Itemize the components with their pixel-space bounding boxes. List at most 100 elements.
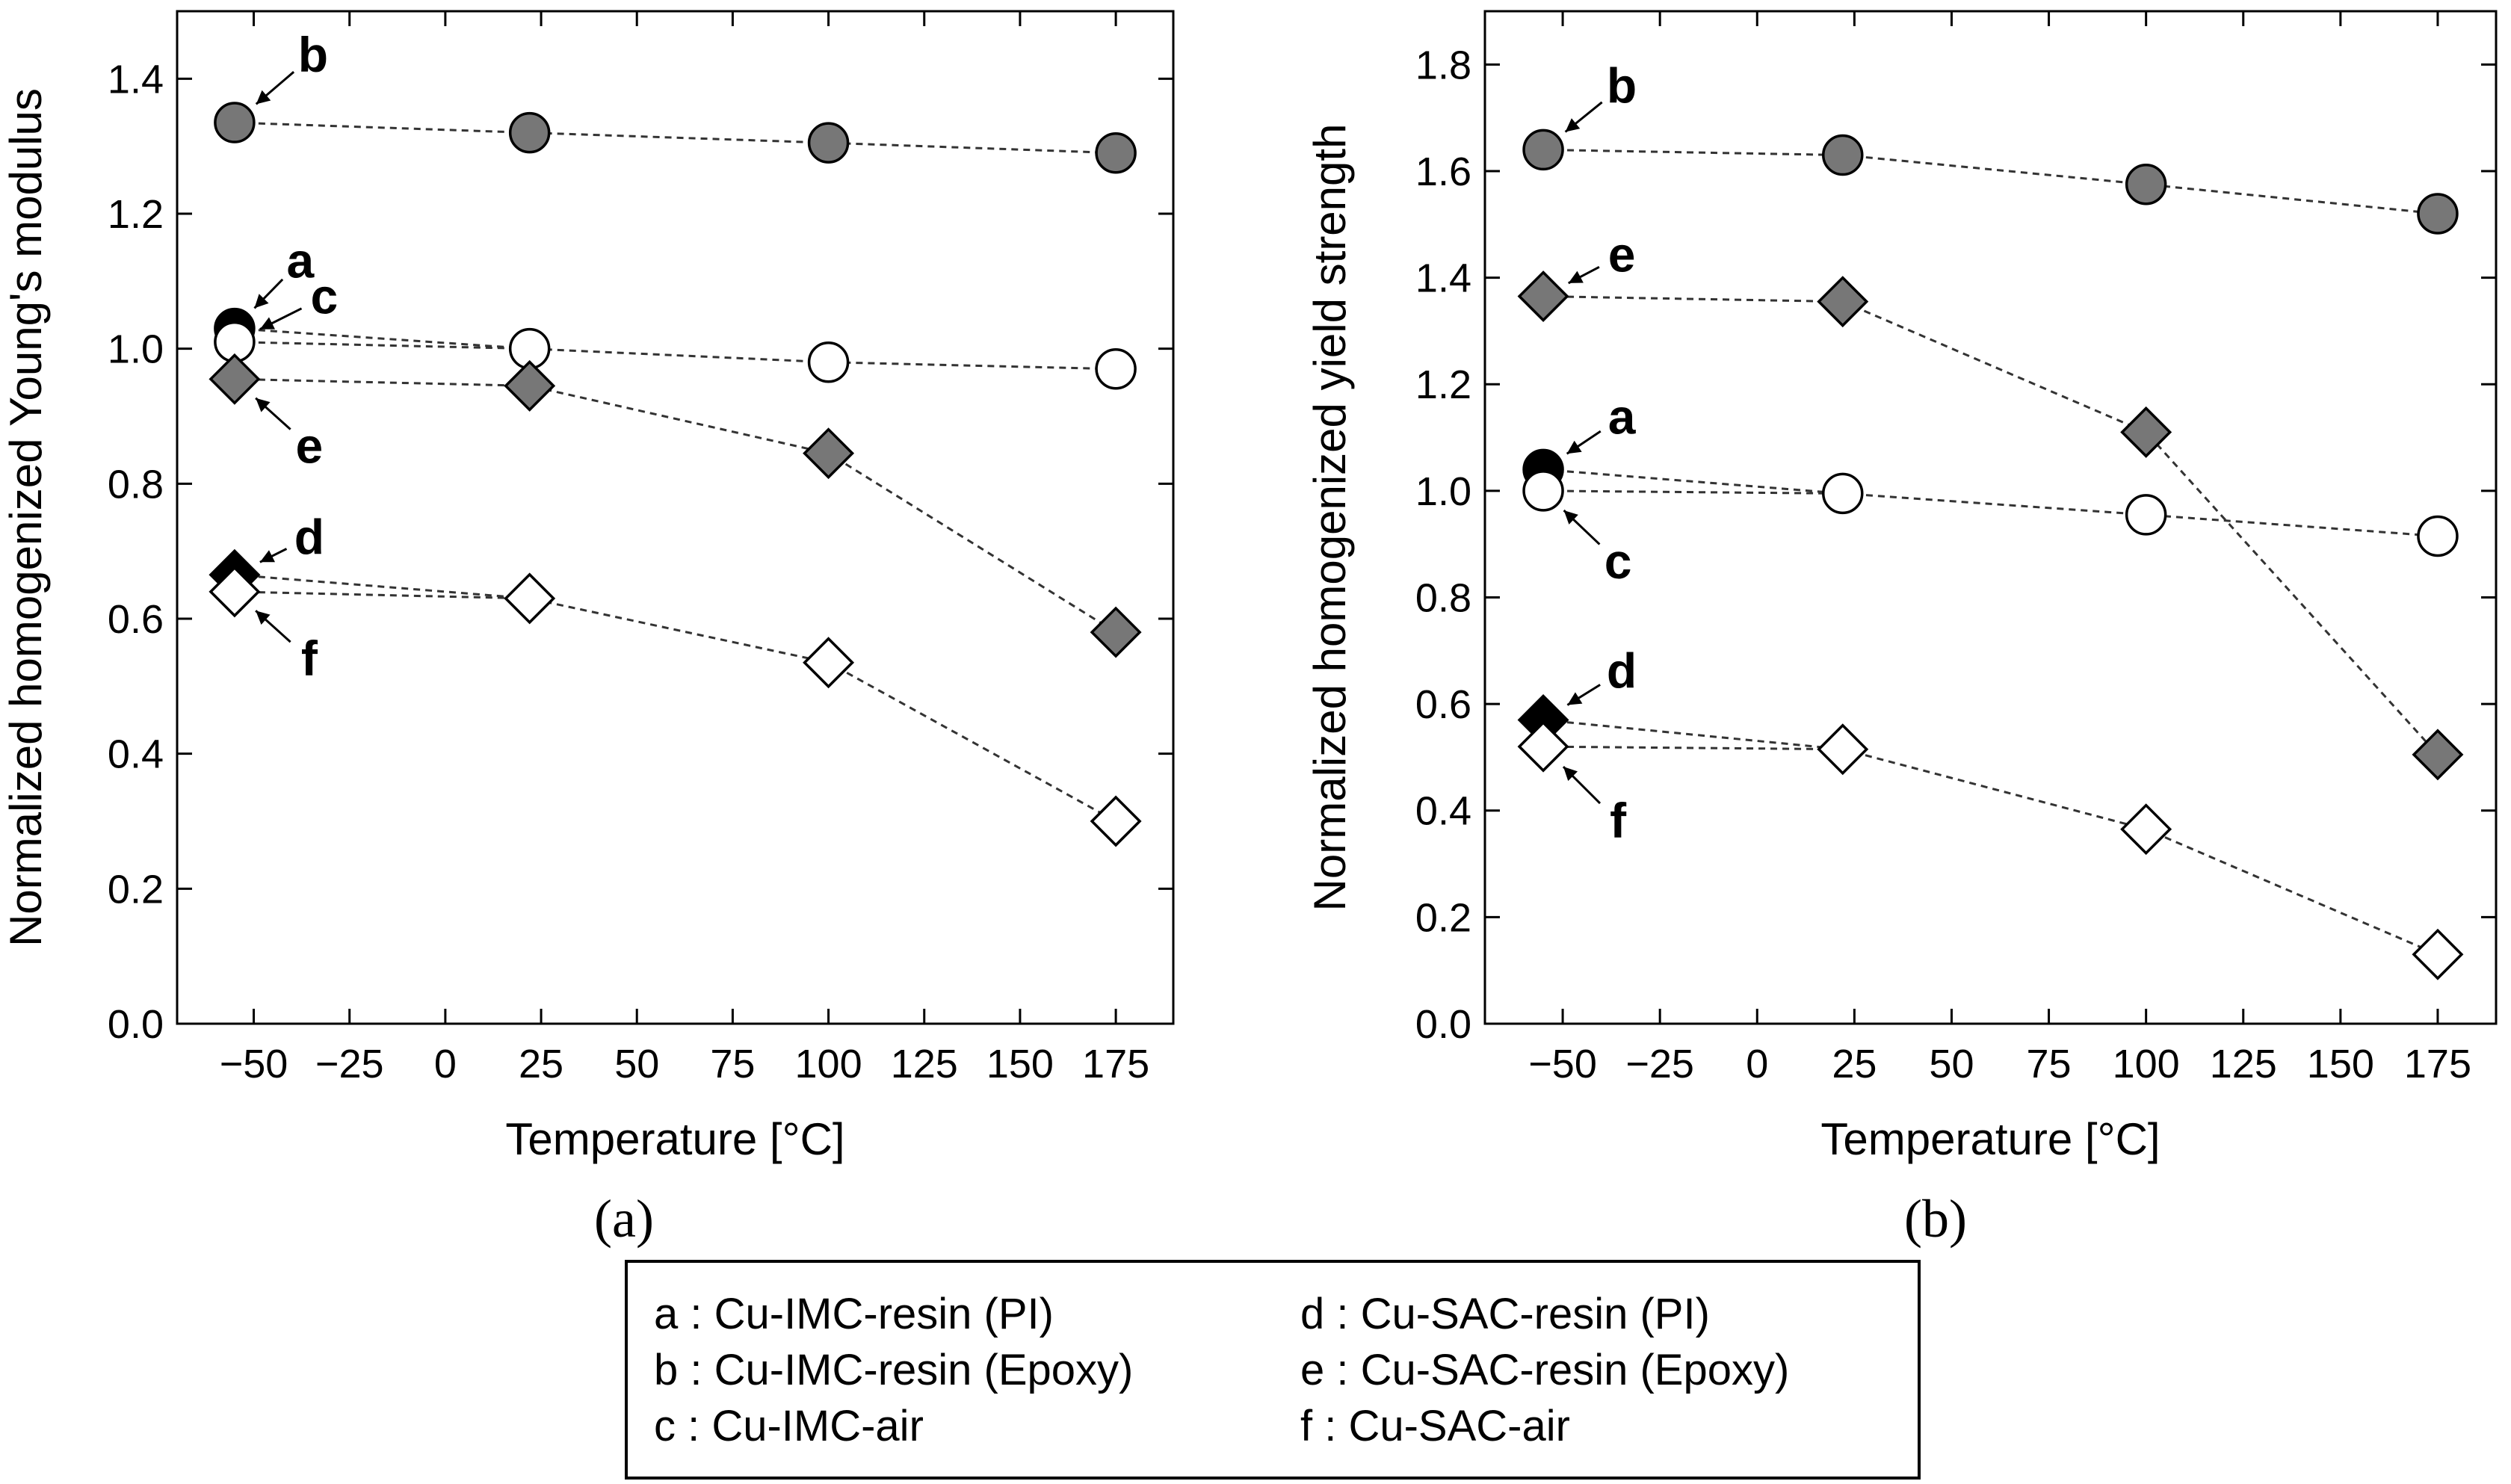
annotation-arrowhead (259, 317, 276, 330)
annotation-arrowhead (1565, 118, 1581, 132)
point-f (2120, 803, 2172, 856)
legend-items: a : Cu-IMC-resin (PI) d : Cu-SAC-resin (P… (654, 1290, 1789, 1450)
x-tick-label: 125 (891, 1042, 958, 1086)
annotation-c: c (259, 269, 339, 330)
annotation-arrowhead (254, 294, 269, 309)
x-tick-label: −50 (220, 1042, 288, 1086)
point-f (1090, 795, 1142, 847)
annotation-label: f (301, 631, 318, 686)
x-tick-label: 50 (614, 1042, 659, 1086)
point-e (209, 353, 261, 405)
legend-label: Cu-IMC-air (711, 1402, 924, 1450)
panel-b-yield-strength: −50 −25 0 25 50 75 100 125 150 175 0.0 0.2 0.4 0.6 0.8… (1305, 10, 2498, 1249)
annotation-arrowhead (1567, 692, 1583, 705)
y-tick-label: 0.4 (1415, 789, 1471, 834)
y-tick-label: 1.0 (108, 327, 164, 372)
legend-entry-d: d : Cu-SAC-resin (PI) (1300, 1290, 1710, 1338)
point-c (1522, 470, 1564, 512)
annotation-e: e (255, 397, 324, 473)
point-f (2412, 928, 2464, 980)
x-tick-label: 75 (710, 1042, 755, 1086)
y-tick-label: 0.6 (1415, 682, 1471, 727)
legend-key: b : (654, 1346, 714, 1394)
annotation-arrowhead (256, 398, 271, 412)
annotation-label: b (1607, 58, 1637, 113)
plot-frame (1483, 10, 2498, 1025)
point-f (803, 637, 855, 689)
point-e (803, 427, 855, 480)
y-tick-label: 0.4 (108, 732, 164, 777)
y-axis-label: Normalized homogenized Young's modulus (1, 88, 51, 947)
point-e (504, 359, 556, 412)
legend-entry-f: f : Cu-SAC-air (1300, 1402, 1570, 1450)
point-c (2417, 515, 2459, 557)
annotation-label: c (311, 269, 339, 324)
series-line-b (1543, 148, 2439, 215)
y-tick-label: 1.4 (108, 57, 164, 102)
legend-entry-a: a : Cu-IMC-resin (PI) (654, 1290, 1054, 1338)
point-e (1090, 606, 1142, 658)
x-tick-label: 150 (2307, 1042, 2374, 1086)
legend-label: Cu-SAC-resin (PI) (1361, 1290, 1710, 1338)
point-e (2412, 729, 2464, 781)
y-tick-label: 1.2 (108, 192, 164, 237)
point-e (2120, 406, 2172, 458)
legend-entry-b: b : Cu-IMC-resin (Epoxy) (654, 1346, 1133, 1394)
x-tick-label: 175 (1082, 1042, 1149, 1086)
point-c (807, 341, 850, 383)
point-b (1822, 134, 1864, 176)
y-tick-label: 0.0 (1415, 1002, 1471, 1047)
y-tick-label: 0.8 (1415, 575, 1471, 620)
series-line-d (234, 573, 530, 600)
legend-entry-e: e : Cu-SAC-resin (Epoxy) (1300, 1346, 1789, 1394)
point-b (807, 122, 850, 164)
point-f (209, 566, 261, 618)
point-b (2125, 164, 2167, 205)
series-line-b (234, 121, 1116, 155)
point-e (1817, 276, 1869, 328)
y-tick-label: 1.8 (1415, 43, 1471, 87)
legend-entry-c: c : Cu-IMC-air (654, 1402, 924, 1450)
y-tick-label: 0.8 (108, 462, 164, 507)
annotation-label: a (1608, 389, 1637, 444)
series-line-f (234, 590, 1116, 823)
annotation-arrowhead (259, 550, 276, 563)
annotation-c: c (1563, 509, 1631, 589)
plot-frame (176, 10, 1175, 1025)
x-axis-label: Temperature [°C] (1820, 1114, 2160, 1164)
x-tick-label: 175 (2404, 1042, 2471, 1086)
point-e (1517, 270, 1569, 323)
annotation-label: b (298, 27, 328, 82)
point-f (504, 572, 556, 625)
point-b (508, 111, 551, 154)
y-tick-label: 0.2 (108, 867, 164, 912)
legend-key: e : (1300, 1346, 1361, 1394)
x-tick-label: 25 (1832, 1042, 1877, 1086)
annotation-arrowhead (1563, 767, 1578, 782)
y-tick-label: 1.4 (1415, 256, 1471, 301)
annotation-f: f (1562, 765, 1627, 848)
annotation-arrowhead (1568, 270, 1584, 283)
panel-a-young-modulus: −50 −25 0 25 50 75 100 125 150 175 0.0 0.2 0.4 0.6 0.8… (1, 10, 1175, 1249)
point-b (2417, 193, 2459, 235)
legend-frame (625, 1260, 1921, 1480)
annotation-e: e (1568, 227, 1636, 285)
point-c (1095, 348, 1137, 390)
x-tick-label: 100 (2113, 1042, 2180, 1086)
legend-key: f : (1300, 1402, 1348, 1450)
x-tick-label: 50 (1929, 1042, 1974, 1086)
y-tick-label: 1.2 (1415, 362, 1471, 407)
series-line-c (234, 341, 1116, 371)
point-b (1522, 129, 1564, 171)
point-f (1817, 723, 1869, 776)
y-tick-label: 0.0 (108, 1002, 164, 1047)
annotation-b: b (255, 27, 328, 105)
annotation-label: e (296, 418, 324, 473)
annotation-label: e (1608, 227, 1636, 282)
y-tick-label: 0.2 (1415, 895, 1471, 940)
series-line-e (1543, 295, 2439, 755)
annotation-label: a (287, 233, 315, 288)
legend-label: Cu-SAC-resin (Epoxy) (1361, 1346, 1790, 1394)
x-tick-label: 75 (2027, 1042, 2072, 1086)
annotation-arrowhead (256, 610, 271, 625)
